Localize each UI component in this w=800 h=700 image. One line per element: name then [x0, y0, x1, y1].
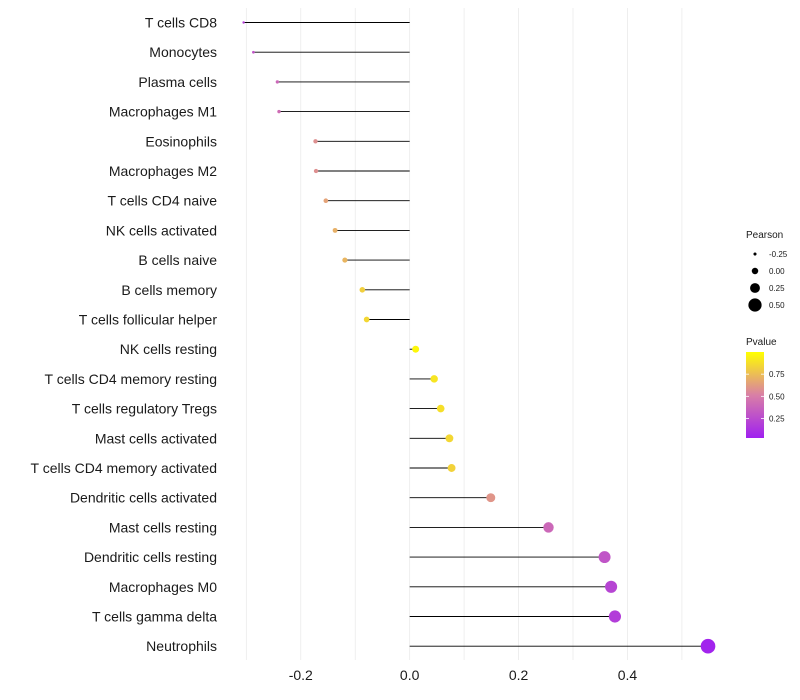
- data-point: [277, 109, 281, 114]
- data-point: [275, 80, 280, 84]
- category-label: T cells regulatory Tregs: [72, 401, 217, 417]
- data-point: [436, 404, 445, 413]
- size-legend-key: [753, 252, 757, 256]
- data-point: [445, 434, 454, 443]
- category-label: T cells CD8: [145, 15, 217, 31]
- category-label: Monocytes: [149, 44, 217, 60]
- x-tick-label: 0.2: [509, 667, 529, 683]
- color-legend-label: 0.50: [769, 392, 785, 401]
- size-legend-label: 0.50: [769, 301, 785, 310]
- category-label: T cells CD4 memory resting: [45, 371, 217, 387]
- x-tick-label: 0.0: [400, 667, 420, 683]
- category-label: T cells CD4 memory activated: [31, 460, 217, 476]
- category-label: T cells gamma delta: [92, 609, 217, 625]
- category-label: T cells follicular helper: [79, 312, 218, 328]
- data-point: [332, 227, 338, 233]
- size-legend-title: Pearson: [746, 230, 783, 241]
- x-axis-ticks: -0.2 0.0 0.2 0.4: [289, 667, 638, 683]
- category-label: B cells memory: [121, 282, 217, 298]
- size-legend-key: [750, 283, 760, 293]
- data-point: [447, 464, 456, 472]
- data-point: [608, 610, 622, 623]
- data-point: [486, 493, 496, 503]
- data-point: [323, 198, 329, 204]
- color-legend-title: Pvalue: [746, 337, 777, 348]
- data-point: [430, 375, 438, 383]
- category-label: Dendritic cells resting: [84, 549, 217, 565]
- grid-lines: [245, 8, 683, 660]
- category-label: Neutrophils: [146, 638, 217, 654]
- pvalue-color-legend: Pvalue 0.75 0.50 0.25: [746, 337, 785, 438]
- category-label: NK cells activated: [106, 222, 217, 238]
- category-label: Mast cells activated: [95, 430, 217, 446]
- pvalue-colorbar: [746, 352, 764, 438]
- category-label: NK cells resting: [120, 341, 217, 357]
- size-legend-label: 0.00: [769, 267, 785, 276]
- data-point: [252, 50, 255, 54]
- category-label: Dendritic cells activated: [70, 490, 217, 506]
- category-label: Eosinophils: [145, 133, 217, 149]
- category-label: T cells CD4 naive: [108, 193, 218, 209]
- points: [242, 21, 716, 654]
- x-tick-label: -0.2: [289, 667, 313, 683]
- data-point: [359, 287, 366, 293]
- category-label: Plasma cells: [138, 74, 217, 90]
- stems: [243, 22, 709, 647]
- size-legend-label: -0.25: [769, 250, 788, 259]
- data-point: [313, 139, 318, 144]
- category-label: Macrophages M1: [109, 104, 217, 120]
- color-legend-label: 0.25: [769, 414, 785, 423]
- category-label: Macrophages M2: [109, 163, 217, 179]
- data-point: [700, 638, 716, 654]
- size-legend-key: [751, 267, 759, 275]
- size-legend-label: 0.25: [769, 284, 785, 293]
- data-point: [313, 168, 319, 174]
- data-point: [363, 316, 370, 323]
- data-point: [543, 522, 554, 533]
- size-legend-key: [748, 298, 762, 312]
- data-point: [605, 580, 618, 593]
- x-tick-label: 0.4: [618, 667, 638, 683]
- color-legend-label: 0.75: [769, 370, 785, 379]
- category-label: B cells naive: [138, 252, 217, 268]
- data-point: [412, 345, 420, 353]
- category-label: Macrophages M0: [109, 579, 217, 595]
- category-label: Mast cells resting: [109, 519, 217, 535]
- data-point: [242, 21, 245, 24]
- pearson-size-legend: Pearson -0.25 0.00 0.25 0.50: [746, 230, 788, 312]
- category-labels: T cells CD8 Monocytes Plasma cells Macropha…: [31, 15, 218, 655]
- data-point: [598, 551, 611, 564]
- data-point: [342, 257, 348, 263]
